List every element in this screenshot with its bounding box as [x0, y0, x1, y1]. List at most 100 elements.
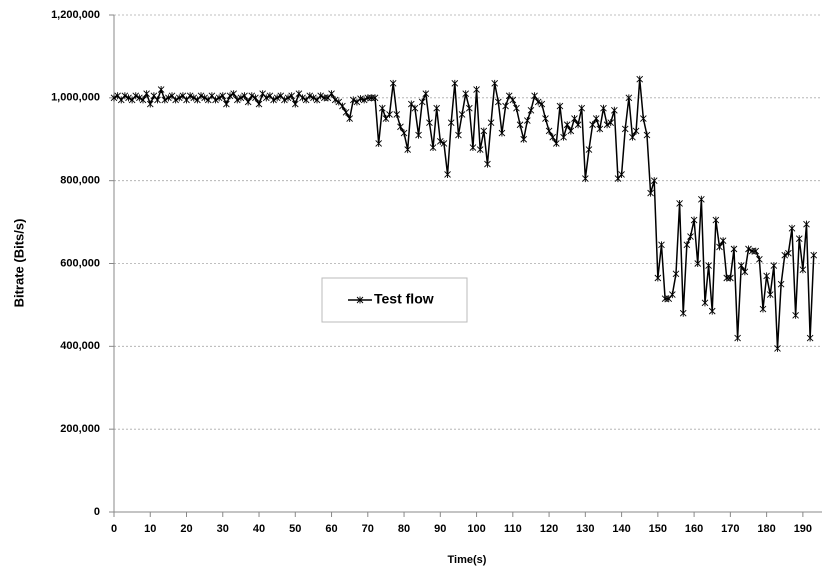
data-marker: [378, 104, 386, 112]
y-axis-title: Bitrate (Bits/s): [11, 219, 26, 308]
data-marker: [139, 96, 147, 104]
data-marker: [215, 94, 223, 102]
data-marker: [799, 266, 807, 274]
data-marker: [451, 79, 459, 87]
x-tick-label: 30: [217, 523, 229, 535]
data-marker: [339, 102, 346, 110]
data-marker: [346, 115, 353, 123]
data-marker: [578, 104, 586, 112]
data-marker: [386, 110, 393, 118]
data-marker: [527, 106, 535, 114]
data-marker: [810, 251, 818, 259]
x-tick-label: 100: [467, 523, 485, 535]
data-marker: [708, 307, 716, 315]
data-marker: [375, 139, 382, 147]
data-marker: [520, 135, 528, 143]
data-marker: [679, 309, 687, 317]
data-marker: [197, 92, 205, 100]
data-marker: [683, 241, 691, 249]
y-tick-label: 1,000,000: [51, 92, 100, 104]
data-marker: [589, 121, 596, 129]
y-tick-label: 400,000: [60, 340, 100, 352]
data-marker: [567, 127, 575, 135]
data-marker: [175, 94, 183, 102]
data-marker: [752, 247, 760, 255]
data-marker: [371, 94, 379, 102]
data-marker: [429, 144, 437, 152]
data-marker: [462, 90, 470, 98]
data-marker: [473, 86, 480, 94]
data-marker: [785, 249, 792, 257]
data-marker: [647, 189, 654, 197]
data-marker: [716, 243, 723, 251]
data-marker: [795, 235, 803, 243]
data-marker: [252, 94, 259, 102]
data-marker: [342, 108, 350, 116]
data-marker: [422, 90, 430, 98]
y-tick-label: 0: [94, 506, 100, 518]
x-tick-label: 40: [253, 523, 265, 535]
data-marker: [233, 96, 241, 104]
data-marker: [788, 224, 796, 232]
data-marker: [157, 86, 165, 94]
data-marker: [491, 79, 499, 87]
data-marker: [756, 255, 763, 263]
data-marker: [629, 133, 636, 141]
data-marker: [121, 92, 129, 100]
data-marker: [248, 92, 256, 100]
data-marker: [553, 139, 560, 147]
x-tick-label: 50: [289, 523, 301, 535]
data-marker: [741, 268, 749, 276]
data-marker: [654, 274, 662, 282]
data-marker: [632, 127, 640, 135]
data-marker: [255, 100, 263, 108]
data-marker: [672, 270, 680, 278]
x-tick-label: 190: [794, 523, 812, 535]
data-marker: [291, 100, 299, 108]
x-tick-label: 20: [180, 523, 192, 535]
y-tick-label: 200,000: [60, 423, 100, 435]
data-marker: [349, 96, 357, 104]
x-tick-label: 160: [685, 523, 703, 535]
data-marker: [611, 106, 618, 114]
data-marker: [542, 115, 549, 123]
x-tick-label: 0: [111, 523, 117, 535]
y-tick-label: 600,000: [60, 257, 100, 269]
data-marker: [306, 92, 314, 100]
data-marker: [574, 121, 582, 129]
x-tick-label: 80: [398, 523, 410, 535]
x-tick-label: 180: [757, 523, 775, 535]
data-marker: [600, 104, 607, 112]
data-marker: [397, 123, 404, 131]
data-marker: [317, 92, 324, 100]
data-marker: [436, 137, 444, 145]
data-marker: [190, 94, 198, 102]
data-marker: [745, 245, 752, 253]
data-marker: [727, 274, 734, 282]
data-marker: [625, 94, 633, 102]
data-marker: [476, 146, 484, 154]
data-marker: [226, 92, 234, 100]
data-marker: [288, 92, 295, 100]
data-marker: [585, 146, 593, 154]
data-marker: [694, 260, 702, 267]
data-marker: [357, 95, 364, 103]
data-marker: [132, 92, 140, 100]
data-marker: [418, 98, 426, 106]
data-marker: [230, 90, 237, 98]
data-marker: [777, 280, 785, 288]
data-marker: [494, 98, 502, 106]
y-tick-label: 800,000: [60, 175, 100, 187]
data-marker: [607, 119, 615, 127]
data-marker: [440, 139, 448, 147]
data-marker: [763, 272, 770, 280]
data-marker: [270, 96, 277, 104]
data-marker: [273, 94, 281, 102]
data-marker: [712, 216, 720, 224]
data-marker: [237, 94, 245, 102]
data-marker: [389, 79, 397, 87]
data-marker: [531, 92, 538, 100]
data-marker: [201, 94, 208, 102]
x-tick-label: 10: [144, 523, 156, 535]
data-marker: [415, 131, 422, 139]
